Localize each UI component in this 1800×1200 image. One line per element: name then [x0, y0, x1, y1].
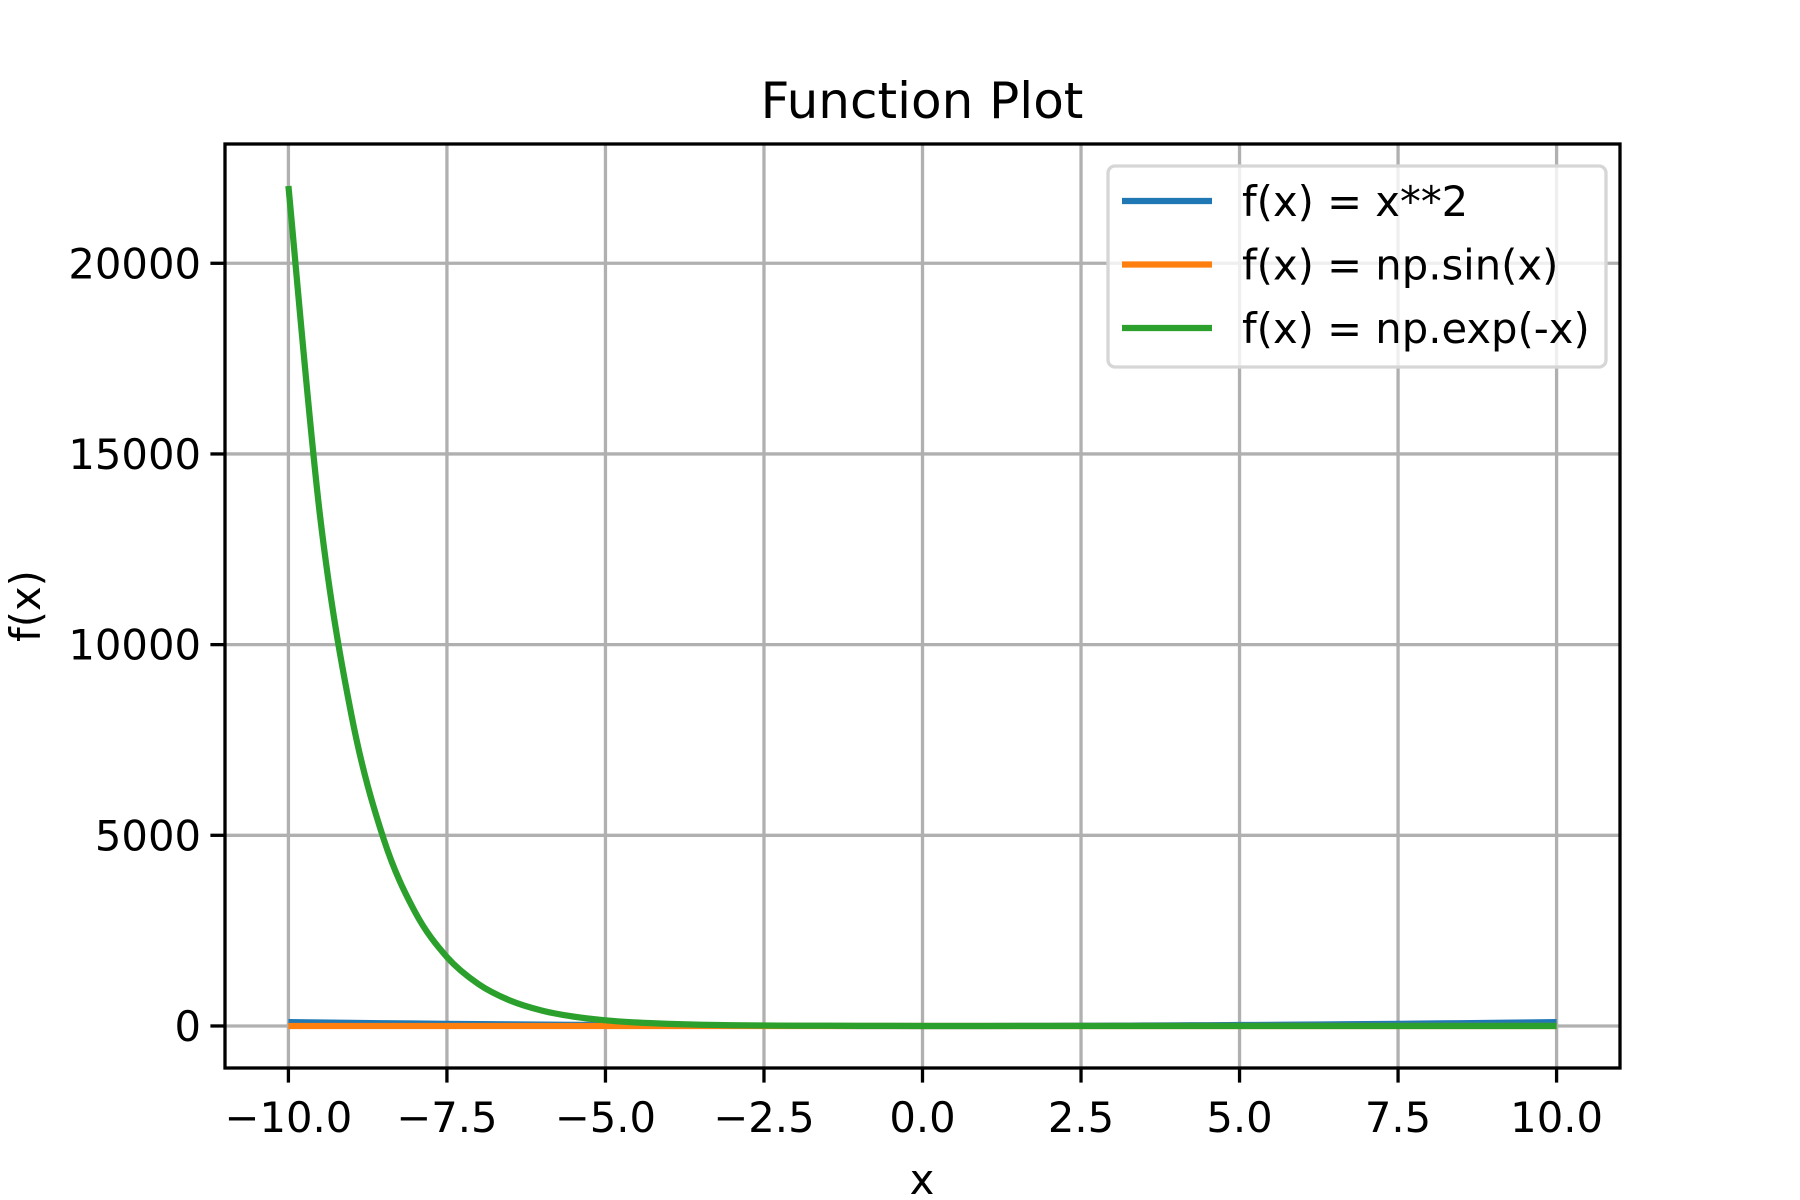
- y-tick-label: 20000: [68, 239, 201, 288]
- legend: f(x) = x**2 f(x) = np.sin(x) f(x) = np.exp…: [1106, 164, 1608, 369]
- ticks: −10.0 −7.5 −5.0 −2.5 0.0 2.5 5.0 7.5 10.0 0 5000 10…: [68, 239, 1603, 1142]
- chart-title: Function Plot: [761, 72, 1084, 130]
- legend-label: f(x) = np.exp(-x): [1242, 304, 1590, 353]
- x-axis-label: x: [910, 1155, 935, 1200]
- x-tick-label: −7.5: [396, 1093, 497, 1142]
- legend-box: [1106, 164, 1608, 369]
- legend-label: f(x) = x**2: [1242, 177, 1468, 226]
- y-tick-label: 15000: [68, 430, 201, 479]
- x-tick-label: −5.0: [555, 1093, 656, 1142]
- x-tick-label: 2.5: [1048, 1093, 1114, 1142]
- x-tick-label: 7.5: [1365, 1093, 1431, 1142]
- legend-label: f(x) = np.sin(x): [1242, 241, 1558, 290]
- x-tick-label: 5.0: [1206, 1093, 1272, 1142]
- x-tick-label: 10.0: [1510, 1093, 1603, 1142]
- x-tick-label: −10.0: [225, 1093, 353, 1142]
- y-tick-label: 10000: [68, 621, 201, 670]
- x-tick-label: 0.0: [889, 1093, 955, 1142]
- series-lines: [285, 185, 1557, 1030]
- x-tick-label: −2.5: [713, 1093, 814, 1142]
- series-line-2: [285, 185, 1557, 1030]
- y-tick-label: 5000: [95, 811, 201, 860]
- y-tick-label: 0: [174, 1002, 201, 1051]
- y-axis-label: f(x): [1, 570, 50, 642]
